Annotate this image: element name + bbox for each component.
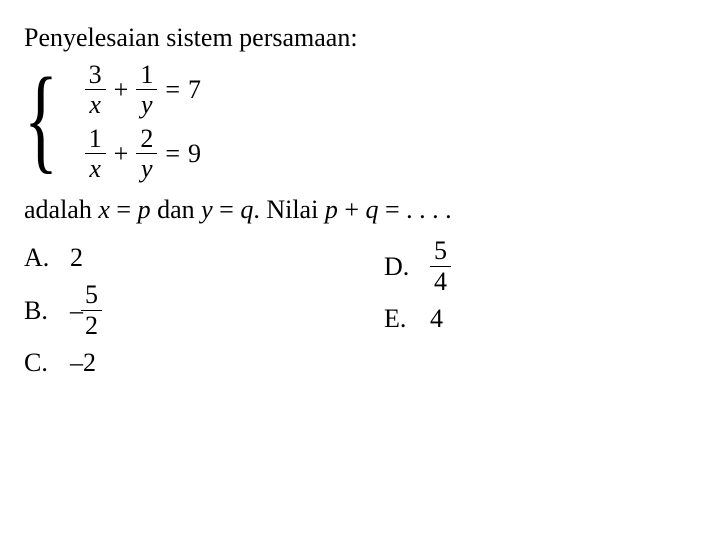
answer-options: A. 2 D. 5 4 B. – 5 2 E. 4 C. –2 <box>24 237 698 383</box>
numerator: 1 <box>85 125 106 152</box>
option-label: C. <box>24 345 52 380</box>
ending: = . . . . <box>379 195 452 224</box>
rhs-value: 7 <box>188 72 201 107</box>
option-label: B. <box>24 293 52 328</box>
option-d: D. 5 4 <box>384 237 698 295</box>
option-label: D. <box>384 249 412 284</box>
denominator: y <box>137 91 157 118</box>
equals: = <box>110 195 138 224</box>
option-a: A. 2 <box>24 237 384 277</box>
denominator: 4 <box>430 268 451 295</box>
fraction-2-over-y: 2 y <box>136 125 157 183</box>
option-e: E. 4 <box>384 299 698 339</box>
var-y: y <box>201 195 213 224</box>
plus-sign: + <box>114 136 129 171</box>
var-q: q <box>366 195 379 224</box>
text-part: . Nilai <box>253 195 325 224</box>
equations: 3 x + 1 y = 7 1 x + 2 y <box>85 61 201 182</box>
numerator: 3 <box>85 61 106 88</box>
option-value: –2 <box>70 345 96 380</box>
numerator: 1 <box>136 61 157 88</box>
fraction-5-over-4: 5 4 <box>430 237 451 295</box>
equals: = <box>213 195 241 224</box>
plus-sign: + <box>114 72 129 107</box>
option-label: A. <box>24 240 52 275</box>
numerator: 5 <box>81 281 102 308</box>
brace-left: { <box>24 61 58 182</box>
option-c: C. –2 <box>24 343 384 383</box>
denominator: x <box>85 91 105 118</box>
var-p: p <box>138 195 151 224</box>
var-q: q <box>240 195 253 224</box>
intro-text: Penyelesaian sistem persamaan: <box>24 20 698 55</box>
option-label: E. <box>384 301 412 336</box>
denominator: y <box>137 155 157 182</box>
option-value: 2 <box>70 240 83 275</box>
equals-sign: = <box>165 136 180 171</box>
fraction-3-over-x: 3 x <box>85 61 106 119</box>
question-text: adalah x = p dan y = q. Nilai p + q = . … <box>24 192 698 227</box>
equals-sign: = <box>165 72 180 107</box>
equation-system: { 3 x + 1 y = 7 1 x + 2 <box>24 61 698 182</box>
fraction-1-over-y: 1 y <box>136 61 157 119</box>
numerator: 2 <box>136 125 157 152</box>
var-p: p <box>325 195 338 224</box>
fraction-1-over-x: 1 x <box>85 125 106 183</box>
text-part: adalah <box>24 195 98 224</box>
rhs-value: 9 <box>188 136 201 171</box>
option-value: 4 <box>430 301 443 336</box>
numerator: 5 <box>430 237 451 264</box>
var-x: x <box>98 195 110 224</box>
equation-2: 1 x + 2 y = 9 <box>85 125 201 183</box>
text-part: dan <box>151 195 202 224</box>
denominator: x <box>85 155 105 182</box>
plus: + <box>338 195 366 224</box>
denominator: 2 <box>81 312 102 339</box>
option-b: B. – 5 2 <box>24 281 384 339</box>
fraction-5-over-2: 5 2 <box>81 281 102 339</box>
equation-1: 3 x + 1 y = 7 <box>85 61 201 119</box>
